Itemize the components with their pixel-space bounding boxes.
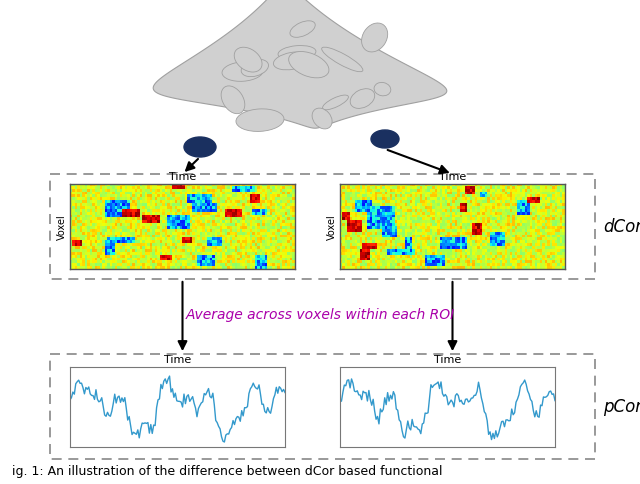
PathPatch shape [153,0,447,129]
Ellipse shape [273,53,310,71]
Ellipse shape [371,131,399,149]
Ellipse shape [350,90,374,109]
Ellipse shape [241,60,268,77]
Ellipse shape [289,52,329,79]
Ellipse shape [312,109,332,130]
Ellipse shape [374,83,391,97]
Ellipse shape [236,110,284,132]
Ellipse shape [221,87,245,114]
Ellipse shape [278,46,316,61]
Text: Voxel: Voxel [57,214,67,240]
Text: Time: Time [169,172,196,182]
Ellipse shape [222,63,263,82]
Text: Time: Time [439,172,466,182]
Text: dCor: dCor [603,218,640,236]
Text: Time: Time [164,354,191,364]
Ellipse shape [322,48,363,73]
Text: Time: Time [434,354,461,364]
Ellipse shape [184,138,216,158]
Text: ig. 1: An illustration of the difference between dCor based functional: ig. 1: An illustration of the difference… [12,464,442,477]
Bar [50,175,595,279]
Ellipse shape [290,22,316,38]
Text: Average across voxels within each ROI: Average across voxels within each ROI [186,307,454,321]
Ellipse shape [303,64,320,76]
Ellipse shape [234,48,262,73]
Ellipse shape [362,24,388,53]
Bar [50,354,595,459]
Ellipse shape [323,96,348,110]
Text: pCor: pCor [603,398,640,416]
Text: Voxel: Voxel [327,214,337,240]
